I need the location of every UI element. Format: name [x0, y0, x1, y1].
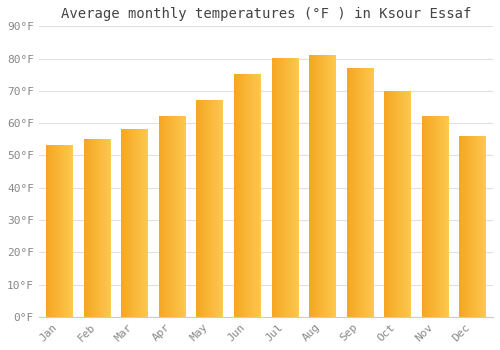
- Title: Average monthly temperatures (°F ) in Ksour Essaf: Average monthly temperatures (°F ) in Ks…: [60, 7, 471, 21]
